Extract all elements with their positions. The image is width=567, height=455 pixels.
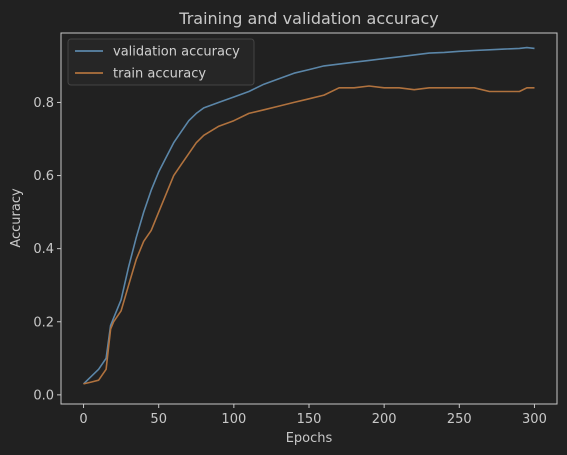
legend-label: train accuracy bbox=[113, 67, 206, 82]
plot-frame bbox=[60, 32, 558, 405]
x-tick-label: 300 bbox=[522, 412, 547, 427]
axes: 0 50 100 150 200 250 300 0.0 0.2 0.4 0.6 0.8 bbox=[33, 96, 547, 427]
x-tick-label: 150 bbox=[297, 412, 322, 427]
legend-label: validation accuracy bbox=[113, 45, 240, 60]
y-tick-label: 0.2 bbox=[33, 315, 54, 330]
y-tick-label: 0.6 bbox=[33, 169, 54, 184]
plot-area bbox=[60, 32, 558, 405]
x-tick-label: 100 bbox=[221, 412, 246, 427]
x-tick-label: 50 bbox=[150, 412, 167, 427]
series-line-0 bbox=[82, 46, 535, 385]
series-layer bbox=[82, 46, 535, 385]
x-tick-label: 200 bbox=[372, 412, 397, 427]
legend: validation accuracy train accuracy bbox=[67, 38, 255, 86]
x-tick-label: 250 bbox=[447, 412, 472, 427]
y-axis-label: Accuracy bbox=[9, 188, 24, 248]
legend-box bbox=[67, 38, 255, 86]
x-axis-label: Epochs bbox=[286, 431, 333, 446]
y-tick-label: 0.0 bbox=[33, 388, 54, 403]
chart-title: Training and validation accuracy bbox=[178, 9, 438, 28]
y-tick-label: 0.4 bbox=[33, 242, 54, 257]
x-tick-label: 0 bbox=[79, 412, 87, 427]
y-tick-label: 0.8 bbox=[33, 96, 54, 111]
series-line-1 bbox=[83, 85, 535, 385]
